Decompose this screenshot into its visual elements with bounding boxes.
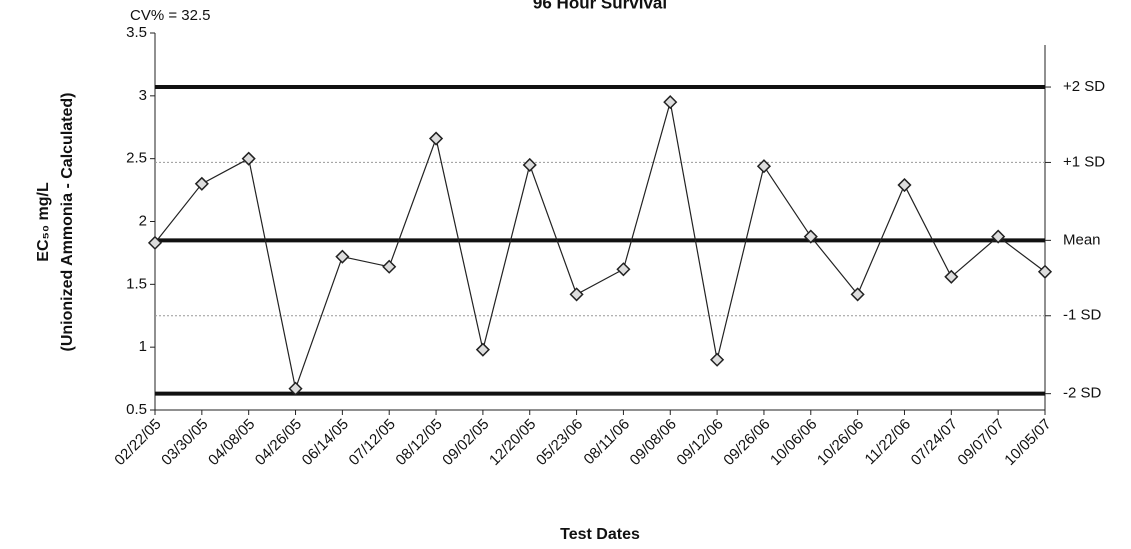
x-tick-label: 09/07/07 xyxy=(954,416,1007,469)
y-tick-label: 2 xyxy=(139,212,147,229)
data-point xyxy=(475,342,490,357)
x-tick-label: 08/12/05 xyxy=(392,416,445,469)
y-tick-label: 3.5 xyxy=(126,24,147,41)
x-tick-label: 09/02/05 xyxy=(439,416,492,469)
data-point xyxy=(897,177,912,193)
data-line xyxy=(154,101,1046,391)
data-point xyxy=(288,381,303,396)
chart-title: 96 Hour Survival xyxy=(533,0,667,12)
reference-label: -2 SD xyxy=(1063,385,1102,402)
data-point xyxy=(335,249,350,264)
x-tick-label: 11/22/06 xyxy=(862,416,915,469)
x-tick-label: 03/30/05 xyxy=(158,416,211,469)
y-tick-label: 2.5 xyxy=(126,150,147,167)
x-tick-label: 07/24/07 xyxy=(908,416,961,469)
x-axis-title: Test Dates xyxy=(560,526,640,543)
data-point xyxy=(147,235,163,250)
data-point xyxy=(803,229,818,244)
data-point xyxy=(522,157,537,173)
y-tick-label: 3 xyxy=(139,87,147,104)
y-tick-label: 0.5 xyxy=(126,401,147,418)
data-point xyxy=(382,259,397,274)
reference-label: +1 SD xyxy=(1063,153,1105,170)
x-tick-label: 04/08/05 xyxy=(205,416,258,469)
data-point xyxy=(663,95,678,110)
data-point xyxy=(569,287,584,302)
data-point xyxy=(1037,264,1053,279)
y-tick-label: 1 xyxy=(139,338,147,355)
x-tick-label: 10/05/07 xyxy=(1001,416,1054,469)
data-point xyxy=(756,159,772,174)
data-point xyxy=(241,151,256,166)
x-tick-label: 10/26/06 xyxy=(814,416,867,469)
data-point xyxy=(194,176,209,191)
reference-label: +2 SD xyxy=(1063,78,1105,95)
x-tick-label: 10/06/06 xyxy=(767,416,820,469)
x-tick-label: 04/26/05 xyxy=(252,416,305,469)
y-axis-title: EC₅₀ mg/L xyxy=(35,182,52,262)
x-tick-label: 06/14/05 xyxy=(299,416,352,469)
reference-label: -1 SD xyxy=(1063,307,1102,324)
x-tick-label: 09/26/06 xyxy=(720,416,773,469)
data-point xyxy=(991,229,1006,244)
x-tick-label: 09/08/06 xyxy=(627,416,680,469)
data-point xyxy=(710,352,725,367)
reference-label: Mean xyxy=(1063,231,1101,248)
x-tick-label: 07/12/05 xyxy=(346,416,399,469)
y-axis-title: (Unionized Ammonia - Calculated) xyxy=(59,93,76,352)
x-tick-label: 05/23/06 xyxy=(533,416,586,469)
x-tick-label: 12/20/05 xyxy=(486,416,539,469)
data-point xyxy=(850,287,865,302)
annotation: CV% = 32.5 xyxy=(130,7,210,24)
data-point xyxy=(944,269,959,284)
data-point xyxy=(428,131,444,146)
x-tick-label: 08/11/06 xyxy=(581,416,634,469)
x-tick-label: 02/22/05 xyxy=(111,416,164,469)
y-tick-label: 1.5 xyxy=(126,275,147,292)
data-point xyxy=(616,262,631,277)
x-tick-label: 09/12/06 xyxy=(673,416,726,469)
